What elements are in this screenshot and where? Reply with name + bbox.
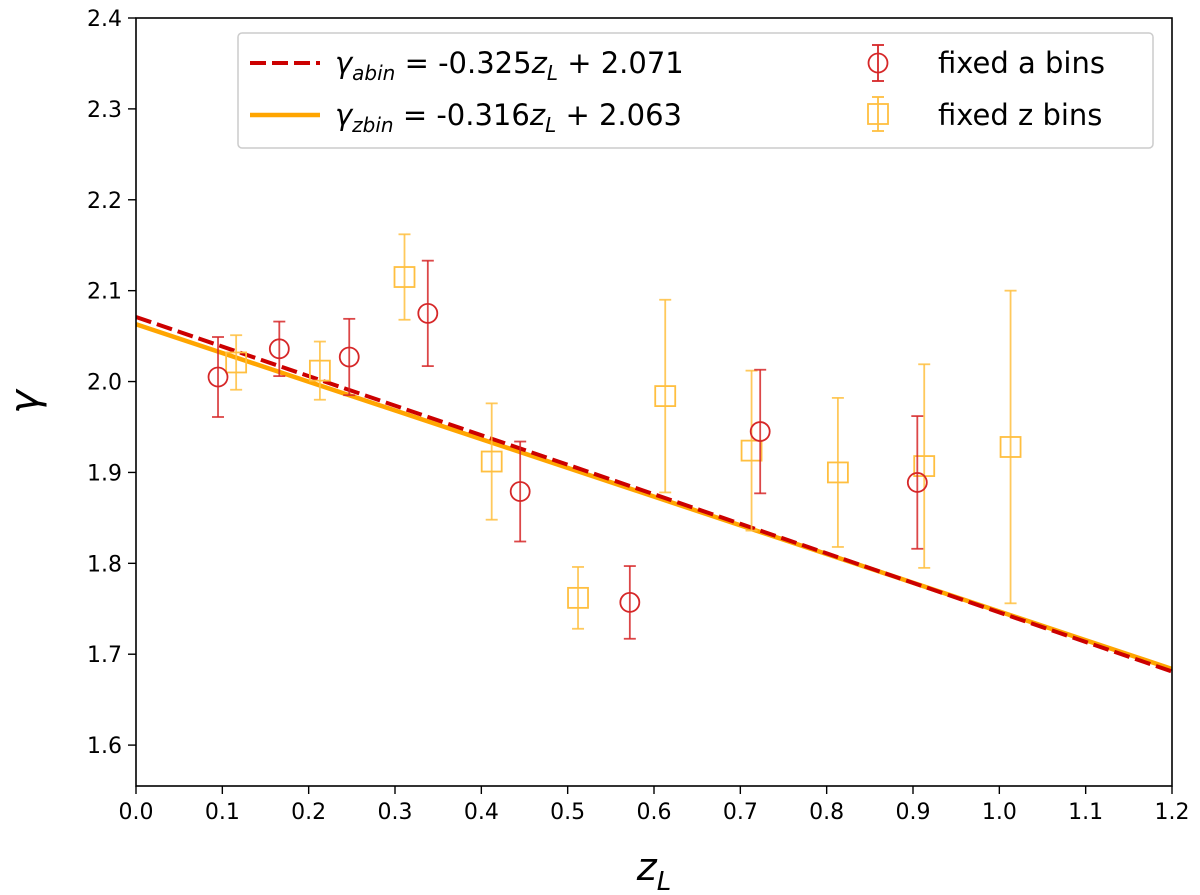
x-tick-label: 0.9 — [896, 800, 931, 825]
x-tick-label: 1.1 — [1068, 800, 1103, 825]
legend: γabin = -0.325zL + 2.071 γzbin = -0.316z… — [237, 32, 1154, 149]
x-tick-label: 0.5 — [550, 800, 585, 825]
legend-abin-gamma: γ — [335, 46, 354, 80]
zbin-marker — [480, 450, 503, 473]
x-tick-label: 0.8 — [809, 800, 844, 825]
zbin-point — [225, 334, 248, 391]
abin-point — [417, 259, 439, 367]
zbin-marker — [999, 436, 1022, 458]
legend-zbin-eq: = -0.316 — [394, 98, 530, 132]
legend-zbin-varsub: L — [545, 113, 556, 137]
x-tick-label: 1.0 — [982, 800, 1017, 825]
plot-area — [135, 17, 1173, 787]
y-tick-label: 1.9 — [87, 461, 122, 486]
y-tick-label: 1.7 — [87, 643, 122, 668]
x-tick-label: 0.3 — [378, 800, 413, 825]
x-axis-label-sub: L — [657, 867, 672, 895]
abin-point — [619, 565, 641, 640]
abin-marker — [509, 481, 531, 502]
legend-abin-sub: abin — [352, 61, 395, 85]
legend-zbin-sub: zbin — [351, 113, 393, 137]
y-axis: 1.6 1.7 1.8 1.9 2.0 2.1 2.2 2.3 2.4 — [87, 7, 136, 759]
y-tick-label: 1.8 — [87, 552, 122, 577]
y-tick-label: 2.3 — [87, 98, 122, 123]
abin-marker — [906, 472, 928, 493]
x-axis: 0.0 0.1 0.2 0.3 0.4 0.5 0.6 0.7 0.8 0.9 1.0 1.1 1.2 — [119, 786, 1190, 825]
zbin-point — [826, 397, 849, 548]
legend-zbin-rest: + 2.063 — [556, 98, 682, 132]
zbin-point — [308, 340, 331, 401]
abin-point — [749, 368, 771, 495]
abin-marker — [207, 366, 229, 388]
legend-abin-points-label: fixed a bins — [938, 46, 1105, 80]
x-tick-label: 0.1 — [205, 800, 240, 825]
x-tick-label: 1.2 — [1155, 800, 1190, 825]
legend-zbin-var: z — [529, 98, 546, 132]
x-tick-label: 0.7 — [723, 800, 758, 825]
abin-point — [268, 320, 290, 377]
legend-frame — [237, 32, 1154, 149]
legend-zbin-label: γzbin = -0.316zL + 2.063 — [335, 98, 682, 137]
zbin-marker — [393, 266, 416, 288]
abin-point — [509, 440, 531, 543]
abin-marker — [268, 338, 290, 360]
legend-abin-rest: + 2.071 — [558, 46, 684, 80]
abin-point — [906, 415, 928, 550]
legend-abin-var: z — [531, 46, 548, 80]
zbin-marker — [225, 351, 248, 374]
y-tick-label: 2.4 — [87, 7, 122, 32]
zbin-marker — [654, 385, 677, 407]
zbin-point — [740, 369, 763, 532]
legend-abin-points-marker — [867, 44, 889, 82]
y-tick-label: 2.0 — [87, 371, 122, 396]
x-tick-label: 0.2 — [291, 800, 326, 825]
fit-lines — [136, 315, 1172, 674]
abin-marker — [417, 302, 439, 324]
legend-abin-varsub: L — [547, 61, 558, 85]
x-axis-label: zL — [636, 845, 671, 895]
zbin-marker — [567, 586, 589, 609]
legend-zbin-points-label: fixed z bins — [938, 98, 1102, 132]
x-axis-label-base: z — [636, 845, 658, 889]
data-points — [207, 233, 1022, 640]
zbin-point — [913, 363, 936, 569]
x-tick-label: 0.6 — [637, 800, 672, 825]
zbin-point — [393, 233, 416, 321]
legend-abin-eq: = -0.325 — [395, 46, 531, 80]
fit-line-abin — [136, 315, 1172, 674]
zbin-point — [567, 566, 589, 630]
y-tick-label: 2.2 — [87, 189, 122, 214]
abin-marker — [619, 592, 641, 613]
x-tick-label: 0.0 — [119, 800, 154, 825]
y-tick-label: 1.6 — [87, 734, 122, 759]
zbin-point — [480, 402, 503, 521]
zbin-marker — [308, 359, 331, 382]
x-tick-label: 0.4 — [464, 800, 499, 825]
y-axis-label: γ — [2, 388, 48, 414]
zbin-point — [999, 289, 1022, 605]
zbin-point — [654, 298, 677, 494]
zbin-marker — [740, 439, 763, 462]
y-tick-label: 2.1 — [87, 280, 122, 305]
abin-marker — [338, 346, 360, 368]
legend-abin-label: γabin = -0.325zL + 2.071 — [335, 46, 684, 85]
zbin-marker — [826, 461, 849, 484]
abin-point — [207, 336, 229, 418]
legend-zbin-gamma: γ — [335, 98, 354, 132]
legend-zbin-points-marker — [867, 96, 889, 132]
abin-point — [338, 317, 360, 397]
abin-marker — [749, 421, 771, 442]
